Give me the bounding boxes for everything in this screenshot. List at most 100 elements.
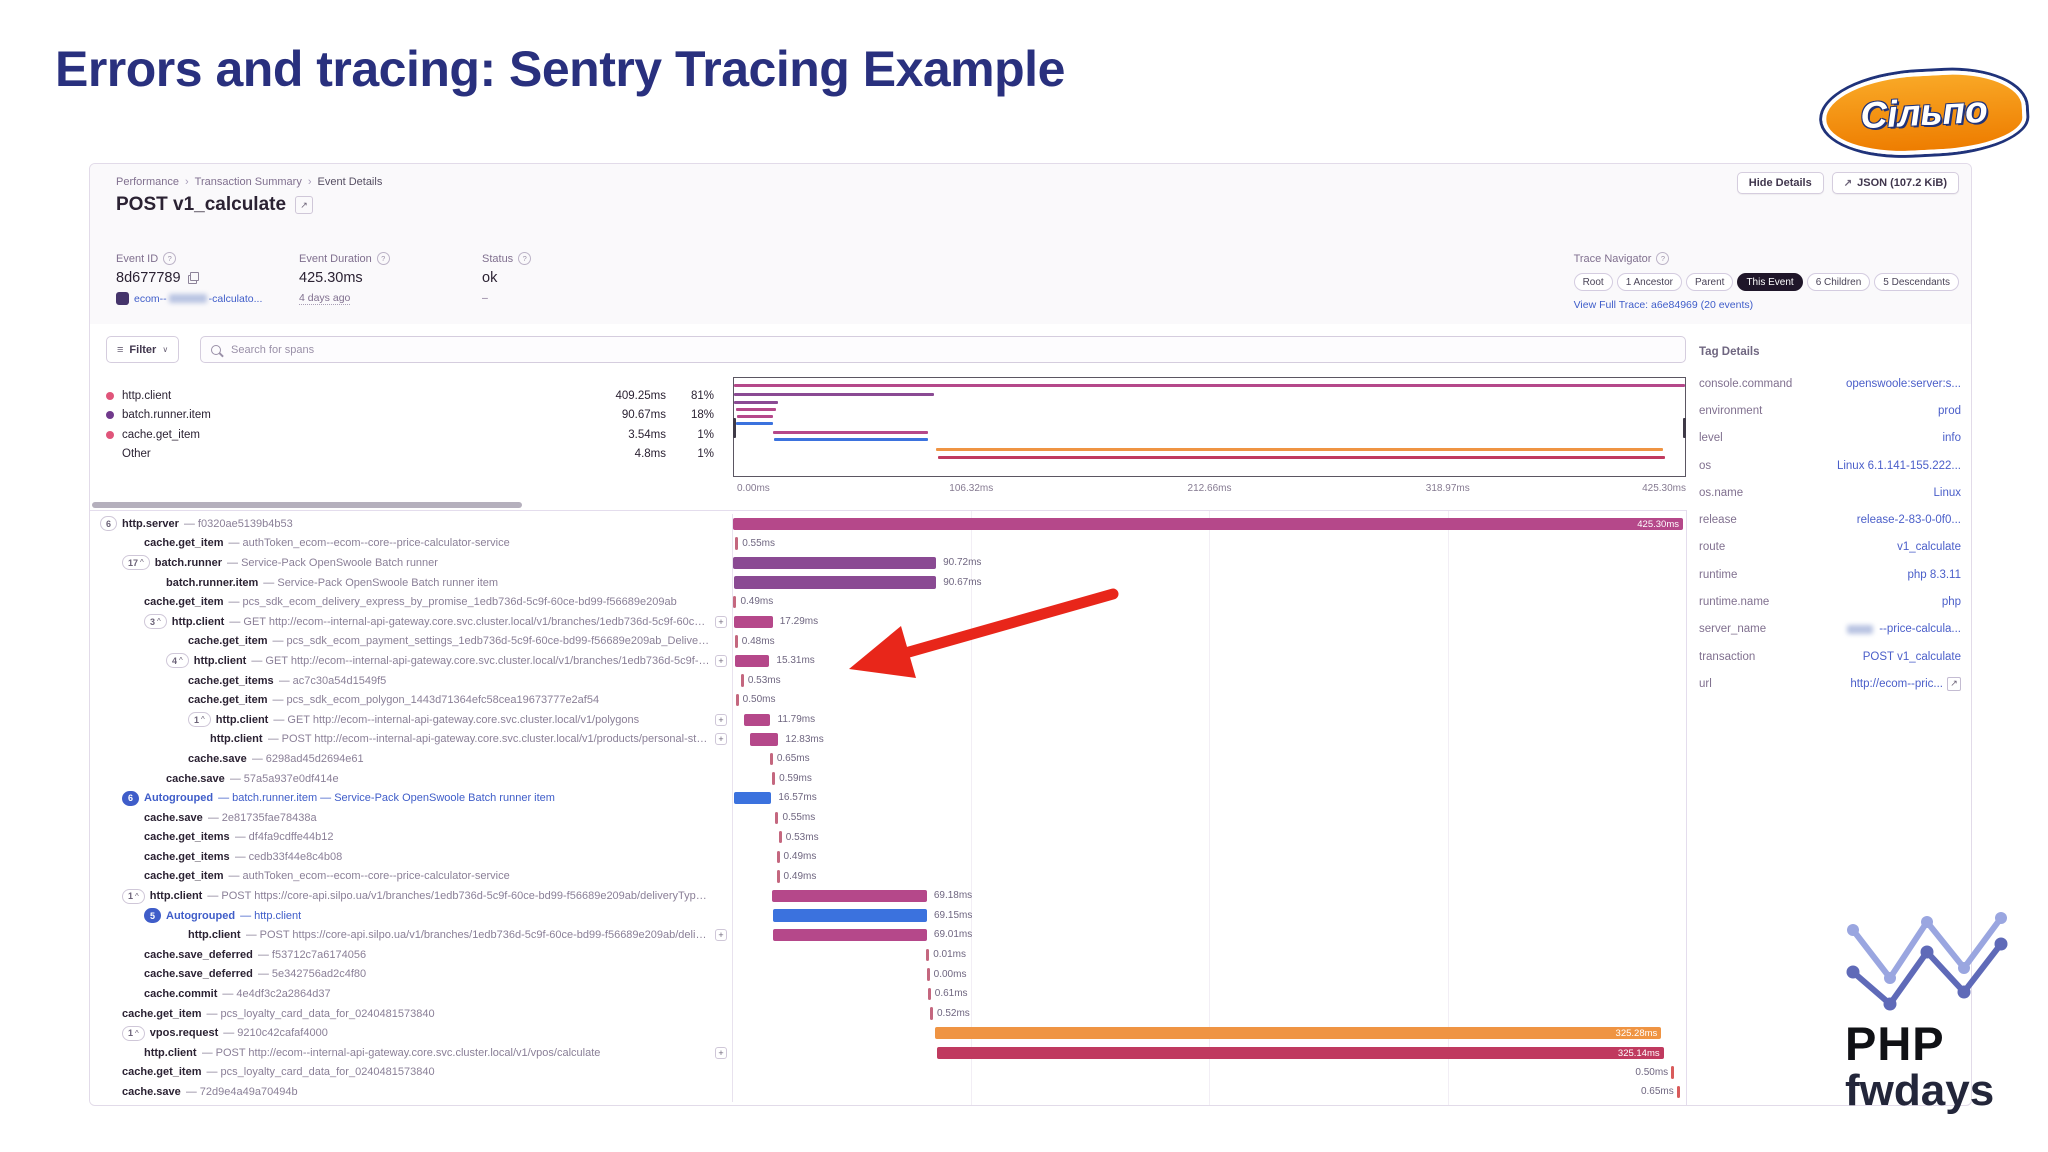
view-full-trace-link[interactable]: View Full Trace: a6e84969 (20 events)	[1573, 299, 1754, 311]
span-children-chip[interactable]: 1 ^	[188, 712, 211, 728]
span-bar[interactable]	[735, 654, 770, 668]
minimap-right-handle[interactable]	[1683, 418, 1686, 438]
span-tree-cell[interactable]: batch.runner.item — Service-Pack OpenSwo…	[90, 572, 733, 593]
span-bar[interactable]	[734, 791, 772, 805]
span-children-chip[interactable]: 3 ^	[144, 614, 167, 630]
span-tree-cell[interactable]: cache.get_item — pcs_loyalty_card_data_f…	[90, 1003, 733, 1024]
span-bar-cell[interactable]: 0.52ms	[733, 1004, 1686, 1024]
trace-navigator-pill[interactable]: This Event	[1737, 273, 1803, 291]
span-row[interactable]: cache.get_item — authToken_ecom--ecom--c…	[90, 866, 1686, 887]
span-row[interactable]: cache.save — 6298ad45d2694e61 0.65ms	[90, 749, 1686, 769]
expand-plus-icon[interactable]: +	[715, 654, 727, 667]
span-bar-cell[interactable]: 17.29ms	[733, 612, 1686, 632]
span-bar[interactable]	[744, 713, 771, 726]
span-bar[interactable]	[735, 693, 739, 707]
span-bar-cell[interactable]: 69.15ms	[733, 906, 1686, 926]
span-row[interactable]: 6 http.server — f0320ae5139b4b53 425.30m…	[90, 514, 1686, 534]
tag-value-link[interactable]: openswoole:server:s...	[1846, 378, 1961, 390]
span-bar-cell[interactable]: 0.55ms	[733, 534, 1686, 554]
span-children-chip[interactable]: 6	[122, 790, 140, 806]
span-bar-cell[interactable]: 0.55ms	[733, 808, 1686, 828]
span-tree-cell[interactable]: cache.get_item — authToken_ecom--ecom--c…	[90, 866, 733, 887]
span-row[interactable]: 3 ^ http.client — GET http://ecom--intern…	[90, 611, 1686, 632]
span-tree-cell[interactable]: http.client — POST http://ecom--internal…	[90, 1043, 733, 1063]
span-bar[interactable]	[734, 615, 773, 628]
span-bar-cell[interactable]: 425.30ms	[733, 514, 1686, 534]
span-bar-cell[interactable]: 0.01ms	[733, 945, 1686, 965]
span-bar-cell[interactable]: 15.31ms	[733, 651, 1686, 671]
span-children-chip[interactable]: 4 ^	[166, 653, 189, 669]
span-bar-cell[interactable]: 16.57ms	[733, 788, 1686, 808]
span-bar[interactable]	[733, 556, 937, 570]
span-bar[interactable]	[926, 968, 930, 981]
event-age[interactable]: 4 days ago	[299, 292, 351, 305]
span-row[interactable]: cache.get_item — pcs_sdk_ecom_polygon_14…	[90, 690, 1686, 710]
span-bar[interactable]	[775, 811, 779, 824]
minimap-left-handle[interactable]	[733, 418, 736, 438]
span-bar-cell[interactable]: 0.48ms	[733, 632, 1686, 652]
span-row[interactable]: cache.get_item — pcs_loyalty_card_data_f…	[90, 1062, 1686, 1083]
span-row[interactable]: 6 Autogrouped — batch.runner.item — Serv…	[90, 788, 1686, 808]
tag-value-link[interactable]: Linux	[1934, 487, 1962, 499]
span-row[interactable]: cache.get_item — pcs_sdk_ecom_payment_se…	[90, 631, 1686, 652]
span-bar[interactable]	[740, 674, 744, 687]
span-bar-cell[interactable]: 0.00ms	[733, 965, 1686, 985]
span-bar-cell[interactable]: 12.83ms	[733, 730, 1686, 750]
span-bar-cell[interactable]: 0.50ms	[733, 690, 1686, 710]
span-row[interactable]: cache.get_items — cedb33f44e8c4b08 0.49m…	[90, 847, 1686, 867]
span-row[interactable]: cache.get_items — ac7c30a54d1549f5 0.53m…	[90, 670, 1686, 691]
span-tree-cell[interactable]: cache.get_item — pcs_sdk_ecom_polygon_14…	[90, 690, 733, 710]
span-row[interactable]: cache.save — 2e81735fae78438a 0.55ms	[90, 807, 1686, 828]
span-children-chip[interactable]: 6	[100, 516, 118, 532]
span-tree-cell[interactable]: 4 ^ http.client — GET http://ecom--intern…	[90, 651, 733, 671]
search-box[interactable]	[200, 336, 1686, 363]
span-row[interactable]: http.client — POST https://core-api.silp…	[90, 925, 1686, 946]
open-in-new-icon[interactable]: ↗	[295, 196, 314, 214]
span-bar[interactable]	[778, 831, 782, 844]
span-tree-cell[interactable]: cache.get_item — pcs_sdk_ecom_delivery_e…	[90, 592, 733, 612]
breadcrumb-item[interactable]: Event Details	[318, 176, 383, 188]
span-tree-cell[interactable]: cache.get_item — authToken_ecom--ecom--c…	[90, 533, 733, 554]
span-tree-cell[interactable]: 1 ^ http.client — POST https://core-api.s…	[90, 886, 733, 906]
copy-icon[interactable]	[187, 272, 199, 284]
span-row[interactable]: http.client — POST http://ecom--internal…	[90, 729, 1686, 750]
span-bar[interactable]	[1671, 1066, 1675, 1079]
breadcrumb-label[interactable]: Event Details	[317, 176, 383, 188]
expand-plus-icon[interactable]: +	[715, 733, 727, 746]
span-row[interactable]: http.client — POST http://ecom--internal…	[90, 1043, 1686, 1063]
span-tree-cell[interactable]: 3 ^ http.client — GET http://ecom--intern…	[90, 611, 733, 632]
span-row[interactable]: cache.save — 72d9e4a49a70494b 0.65ms	[90, 1082, 1686, 1102]
span-bar[interactable]	[769, 752, 773, 766]
search-input[interactable]	[229, 342, 1675, 357]
span-tree-cell[interactable]: cache.save — 57a5a937e0df414e	[90, 768, 733, 789]
span-row[interactable]: cache.commit — 4e4df3c2a2864d37 0.61ms	[90, 984, 1686, 1004]
span-bar[interactable]	[733, 595, 737, 609]
trace-navigator-pill[interactable]: 5 Descendants	[1874, 273, 1959, 291]
span-row[interactable]: 5 Autogrouped — http.client 69.15ms	[90, 905, 1686, 926]
span-bar-cell[interactable]: 11.79ms	[733, 710, 1686, 730]
span-row[interactable]: batch.runner.item — Service-Pack OpenSwo…	[90, 572, 1686, 593]
filter-button[interactable]: ≡ Filter ∨	[106, 336, 180, 363]
span-bar-cell[interactable]: 325.28ms	[733, 1023, 1686, 1043]
tag-value-link[interactable]: info	[1942, 432, 1961, 444]
span-bar-cell[interactable]: 0.49ms	[733, 847, 1686, 867]
span-row[interactable]: 1 ^ http.client — POST https://core-api.s…	[90, 886, 1686, 906]
span-bar[interactable]: 325.28ms	[934, 1027, 1662, 1040]
span-tree-cell[interactable]: cache.get_items — ac7c30a54d1549f5	[90, 670, 733, 691]
expand-plus-icon[interactable]: +	[715, 1046, 727, 1059]
span-tree-cell[interactable]: 1 ^ vpos.request — 9210c42cafaf4000	[90, 1023, 733, 1044]
span-bar[interactable]: 425.30ms	[733, 517, 1683, 530]
span-row[interactable]: cache.get_item — authToken_ecom--ecom--c…	[90, 533, 1686, 554]
span-bar-cell[interactable]: 0.65ms	[733, 749, 1686, 769]
span-bar[interactable]	[733, 576, 937, 589]
span-bar-cell[interactable]: 0.65ms	[733, 1082, 1686, 1102]
span-row[interactable]: cache.save — 57a5a937e0df414e 0.59ms	[90, 768, 1686, 789]
span-bar[interactable]: 325.14ms	[937, 1046, 1664, 1060]
span-bar-cell[interactable]: 0.49ms	[733, 867, 1686, 887]
span-tree-cell[interactable]: cache.save_deferred — 5e342756ad2c4f80	[90, 964, 733, 985]
span-bar-cell[interactable]: 90.67ms	[733, 573, 1686, 593]
span-bar-cell[interactable]: 0.50ms	[733, 1063, 1686, 1083]
span-bar[interactable]	[734, 635, 738, 648]
span-row[interactable]: cache.get_item — pcs_loyalty_card_data_f…	[90, 1003, 1686, 1024]
span-bar[interactable]	[772, 889, 927, 903]
